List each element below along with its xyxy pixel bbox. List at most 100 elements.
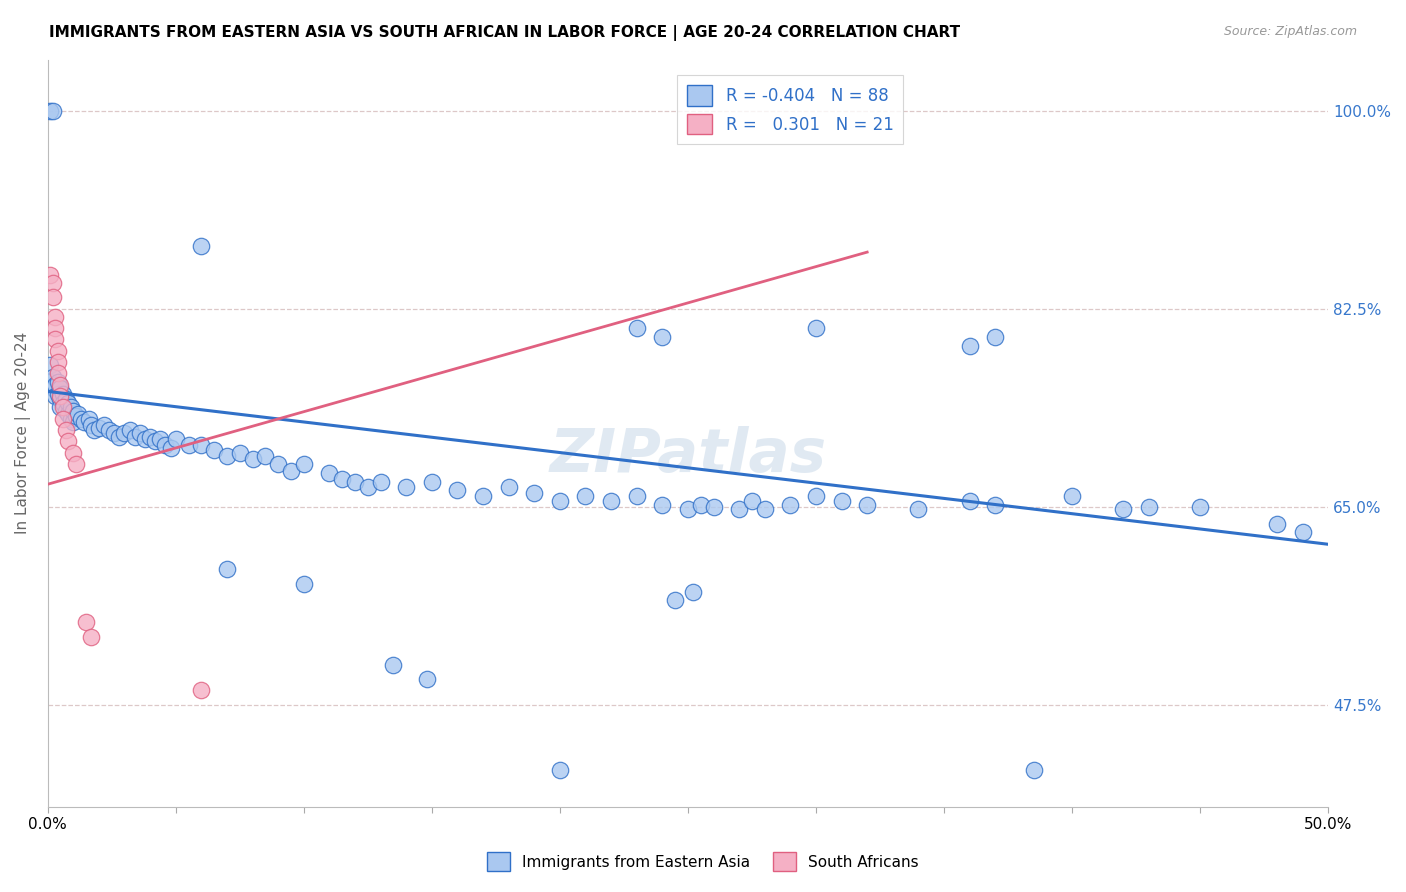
Point — [689, 498, 711, 512]
Point — [682, 584, 704, 599]
Point — [39, 103, 62, 118]
Point — [754, 502, 776, 516]
Point — [741, 494, 763, 508]
Point — [52, 401, 75, 415]
Point — [779, 498, 801, 512]
Point — [548, 494, 571, 508]
Legend: R = -0.404   N = 88, R =   0.301   N = 21: R = -0.404 N = 88, R = 0.301 N = 21 — [678, 76, 904, 145]
Text: IMMIGRANTS FROM EASTERN ASIA VS SOUTH AFRICAN IN LABOR FORCE | AGE 20-24 CORRELA: IMMIGRANTS FROM EASTERN ASIA VS SOUTH AF… — [49, 25, 960, 41]
Point — [87, 420, 110, 434]
Point — [72, 415, 94, 429]
Point — [75, 615, 97, 630]
Point — [44, 332, 66, 346]
Y-axis label: In Labor Force | Age 20-24: In Labor Force | Age 20-24 — [15, 332, 31, 534]
Point — [804, 489, 827, 503]
Point — [804, 321, 827, 335]
Text: ZIPatlas: ZIPatlas — [550, 426, 827, 485]
Point — [65, 409, 87, 424]
Point — [600, 494, 623, 508]
Point — [177, 437, 200, 451]
Point — [242, 452, 264, 467]
Point — [370, 475, 392, 489]
Point — [42, 103, 65, 118]
Point — [190, 239, 212, 253]
Point — [80, 418, 103, 433]
Point — [984, 330, 1007, 344]
Point — [292, 577, 315, 591]
Point — [39, 376, 62, 390]
Text: Source: ZipAtlas.com: Source: ZipAtlas.com — [1223, 25, 1357, 38]
Point — [55, 392, 77, 407]
Point — [1022, 763, 1045, 777]
Point — [651, 330, 673, 344]
Point — [330, 472, 353, 486]
Legend: Immigrants from Eastern Asia, South Africans: Immigrants from Eastern Asia, South Afri… — [481, 847, 925, 877]
Point — [357, 479, 380, 493]
Point — [49, 381, 72, 395]
Point — [728, 502, 751, 516]
Point — [159, 441, 181, 455]
Point — [292, 457, 315, 471]
Point — [42, 369, 65, 384]
Point — [103, 426, 125, 441]
Point — [56, 407, 79, 421]
Point — [318, 466, 340, 480]
Point — [446, 483, 468, 497]
Point — [67, 407, 90, 421]
Point — [574, 489, 596, 503]
Point — [1137, 500, 1160, 514]
Point — [49, 389, 72, 403]
Point — [44, 321, 66, 335]
Point — [52, 395, 75, 409]
Point — [56, 395, 79, 409]
Point — [202, 443, 225, 458]
Point — [856, 498, 879, 512]
Point — [55, 423, 77, 437]
Point — [44, 389, 66, 403]
Point — [49, 401, 72, 415]
Point — [254, 449, 277, 463]
Point — [134, 432, 156, 446]
Point — [1060, 489, 1083, 503]
Point — [1112, 502, 1135, 516]
Point — [343, 475, 366, 489]
Point — [149, 432, 172, 446]
Point — [52, 386, 75, 401]
Point — [548, 763, 571, 777]
Point — [46, 386, 69, 401]
Point — [59, 411, 82, 425]
Point — [831, 494, 853, 508]
Point — [44, 377, 66, 392]
Point — [382, 658, 405, 673]
Point — [984, 498, 1007, 512]
Point — [55, 403, 77, 417]
Point — [664, 592, 686, 607]
Point — [165, 432, 187, 446]
Point — [676, 502, 699, 516]
Point — [114, 426, 136, 441]
Point — [702, 500, 724, 514]
Point — [77, 411, 100, 425]
Point — [128, 426, 150, 441]
Point — [44, 310, 66, 324]
Point — [70, 411, 93, 425]
Point — [52, 411, 75, 425]
Point — [46, 355, 69, 369]
Point — [280, 464, 302, 478]
Point — [46, 343, 69, 358]
Point — [472, 489, 495, 503]
Point — [959, 339, 981, 353]
Point — [420, 475, 443, 489]
Point — [42, 290, 65, 304]
Point — [626, 321, 648, 335]
Point — [49, 392, 72, 407]
Point — [1189, 500, 1212, 514]
Point — [229, 445, 252, 459]
Point — [1265, 516, 1288, 531]
Point — [395, 479, 418, 493]
Point — [49, 377, 72, 392]
Point — [62, 403, 84, 417]
Point — [215, 449, 238, 463]
Point — [190, 683, 212, 698]
Point — [1291, 524, 1313, 539]
